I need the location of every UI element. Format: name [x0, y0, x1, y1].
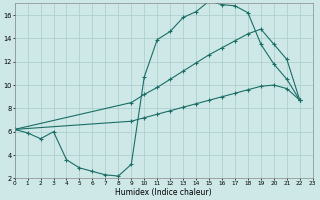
- X-axis label: Humidex (Indice chaleur): Humidex (Indice chaleur): [116, 188, 212, 197]
